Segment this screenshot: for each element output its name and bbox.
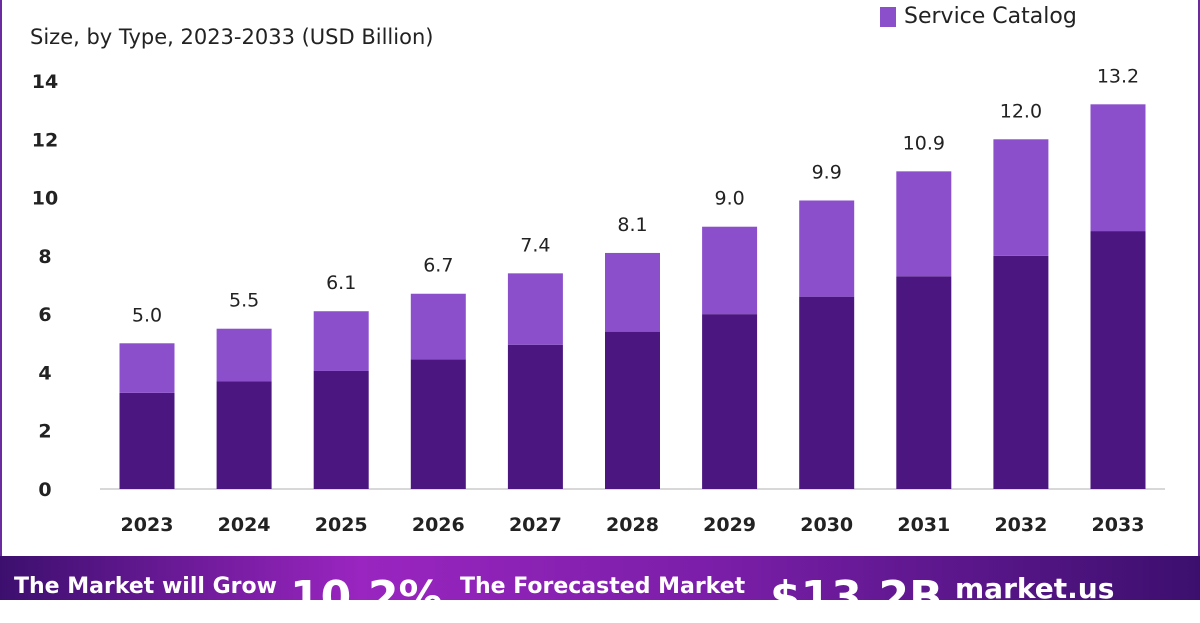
- bar-segment-service-catalog: [507, 273, 563, 345]
- y-tick-label: 6: [38, 304, 51, 326]
- legend: Service Catalog: [880, 4, 1077, 29]
- data-label: 9.9: [812, 161, 842, 183]
- legend-swatch-service-catalog: [880, 6, 896, 27]
- footer-banner: The Market will Grow 10.2% The Forecaste…: [0, 556, 1200, 623]
- bar-segment-service-catalog: [896, 171, 952, 277]
- y-tick-label: 8: [38, 246, 51, 268]
- data-label: 7.4: [520, 234, 550, 256]
- x-tick-label: 2030: [800, 514, 853, 536]
- x-tick-label: 2031: [897, 514, 950, 536]
- x-tick-label: 2027: [509, 514, 562, 536]
- bar-segment-service-catalog: [119, 343, 175, 393]
- data-label: 13.2: [1097, 65, 1139, 87]
- bar-segment-service-catalog: [1090, 104, 1146, 232]
- bar-segment-base: [313, 370, 369, 489]
- banner-cagr: 10.2%: [290, 572, 443, 623]
- bar-segment-base: [119, 392, 175, 489]
- bar-segment-service-catalog: [993, 139, 1049, 256]
- bar-segment-service-catalog: [605, 252, 660, 332]
- chart-subtitle: Size, by Type, 2023-2033 (USD Billion): [30, 25, 434, 49]
- bar-chart: 0 2 4 6 8 10 12 14 5.0 2023 5.5 2024 6.1 2025 6.7 2026 7…: [32, 65, 1165, 536]
- brand-logo: market.us: [955, 572, 1115, 605]
- bar-segment-service-catalog: [313, 311, 369, 371]
- bar-segment-base: [799, 296, 855, 489]
- data-label: 6.7: [423, 255, 453, 277]
- legend-label-service-catalog: Service Catalog: [904, 4, 1077, 29]
- y-tick-label: 2: [38, 421, 51, 443]
- x-tick-label: 2023: [121, 514, 174, 536]
- data-label: 8.1: [617, 214, 647, 236]
- bar-segment-service-catalog: [799, 200, 855, 297]
- x-tick-label: 2033: [1092, 514, 1145, 536]
- y-tick-label: 4: [38, 362, 51, 384]
- data-label: 5.0: [132, 304, 162, 326]
- data-label: 10.9: [903, 132, 945, 154]
- y-tick-label: 10: [32, 188, 58, 210]
- banner-grow-label: The Market will Grow: [14, 574, 277, 599]
- x-tick-label: 2025: [315, 514, 368, 536]
- data-label: 12.0: [1000, 100, 1042, 122]
- x-tick-label: 2032: [994, 514, 1047, 536]
- y-tick-label: 14: [32, 71, 58, 93]
- x-tick-label: 2026: [412, 514, 465, 536]
- bar-segment-base: [605, 331, 660, 489]
- x-tick-label: 2024: [218, 514, 271, 536]
- bar-segment-service-catalog: [216, 328, 272, 382]
- banner-forecast-value: $13.2B: [770, 572, 943, 623]
- bar-segment-base: [896, 276, 952, 489]
- x-tick-label: 2028: [606, 514, 659, 536]
- bar-segment-base: [1090, 231, 1146, 490]
- data-label: 6.1: [326, 272, 356, 294]
- bar-segment-base: [216, 381, 272, 489]
- x-tick-label: 2029: [703, 514, 756, 536]
- bar-segment-base: [702, 314, 758, 489]
- bar-segment-service-catalog: [702, 226, 758, 315]
- bar-segment-base: [410, 359, 466, 489]
- banner-forecast-label: The Forecasted Market: [460, 574, 746, 599]
- bar-segment-base: [993, 255, 1049, 489]
- bar-segment-service-catalog: [410, 293, 466, 360]
- data-label: 9.0: [714, 188, 744, 210]
- y-tick-label: 12: [32, 129, 58, 151]
- y-tick-label: 0: [38, 479, 51, 501]
- data-label: 5.5: [229, 290, 259, 312]
- bar-segment-base: [507, 344, 563, 489]
